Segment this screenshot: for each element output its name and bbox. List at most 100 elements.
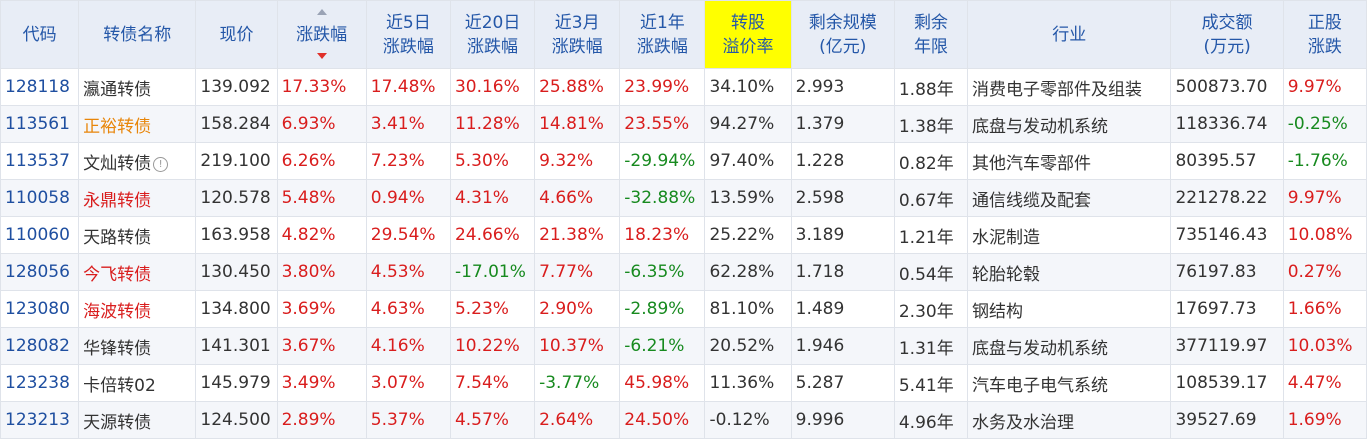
cell-change: 5.48% [276,179,367,217]
cell-change-20d: 10.22% [449,327,536,365]
table-row[interactable]: 123238 卡倍转02 145.979 3.49% 3.07% 7.54% -3.77% 4… [0,364,1367,402]
header-years[interactable]: 剩余 年限 [893,0,969,69]
header-industry[interactable]: 行业 [967,0,1172,69]
header-change-3m[interactable]: 近3月 涨跌幅 [534,0,621,69]
cell-scale: 1.489 [790,290,895,328]
cell-premium: 94.27% [704,105,792,143]
cell-change-1y: -32.88% [619,179,706,217]
cell-code[interactable]: 123213 [0,401,80,439]
bond-name-text[interactable]: 天源转债 [83,412,152,433]
sort-asc-icon[interactable] [316,8,327,15]
bond-name-text[interactable]: 卡倍转02 [83,375,156,396]
bond-name-text[interactable]: 华锋转债 [83,338,152,359]
bond-name-text[interactable]: 永鼎转债 [83,190,152,211]
cell-name[interactable]: 华锋转债 [78,327,197,365]
table-row[interactable]: 110060 天路转债 163.958 4.82% 29.54% 24.66% 21.38%… [0,216,1367,254]
cell-code[interactable]: 110058 [0,179,80,217]
cell-price: 120.578 [195,179,278,217]
cell-name[interactable]: 永鼎转债 [78,179,197,217]
cell-code[interactable]: 128118 [0,68,80,106]
bond-name-text[interactable]: 海波转债 [83,301,152,322]
cell-turnover: 80395.57 [1170,142,1284,180]
cell-industry: 底盘与发动机系统 [967,105,1172,143]
header-price[interactable]: 现价 [195,0,278,69]
cell-turnover: 17697.73 [1170,290,1284,328]
header-change-5d[interactable]: 近5日 涨跌幅 [365,0,451,69]
cell-change-20d: 4.57% [449,401,536,439]
bond-name-text[interactable]: 天路转债 [83,227,152,248]
cell-code[interactable]: 113561 [0,105,80,143]
table-row[interactable]: 128056 今飞转债 130.450 3.80% 4.53% -17.01% 7.77% -… [0,253,1367,291]
cell-change-1y: -6.21% [619,327,706,365]
header-premium[interactable]: 转股 溢价率 [704,0,792,69]
cell-price: 139.092 [195,68,278,106]
sort-desc-icon[interactable] [316,52,327,59]
cell-change-3m: 21.38% [534,216,621,254]
cell-industry: 消费电子零部件及组装 [967,68,1172,106]
cell-name[interactable]: 今飞转债 [78,253,197,291]
cell-turnover: 39527.69 [1170,401,1284,439]
table-row[interactable]: 110058 永鼎转债 120.578 5.48% 0.94% 4.31% 4.66% -32… [0,179,1367,217]
cell-premium: 34.10% [704,68,792,106]
bond-name-text[interactable]: 今飞转债 [83,264,152,285]
cell-name[interactable]: 海波转债 [78,290,197,328]
table-row[interactable]: 113537 文灿转债! 219.100 6.26% 7.23% 5.30% 9.32% -2… [0,142,1367,180]
table-row[interactable]: 128118 瀛通转债 139.092 17.33% 17.48% 30.16% 25.88… [0,68,1367,106]
cell-years: 0.54年 [893,253,969,291]
header-code[interactable]: 代码 [0,0,80,69]
cell-code[interactable]: 123080 [0,290,80,328]
cell-change-5d: 29.54% [365,216,451,254]
cell-scale: 1.379 [790,105,895,143]
cell-code[interactable]: 128082 [0,327,80,365]
cell-change: 2.89% [276,401,367,439]
cell-code[interactable]: 123238 [0,364,80,402]
cell-name[interactable]: 天路转债 [78,216,197,254]
cell-name[interactable]: 天源转债 [78,401,197,439]
cell-industry: 汽车电子电气系统 [967,364,1172,402]
bond-name-text[interactable]: 瀛通转债 [83,79,152,100]
cell-change-3m: 9.32% [534,142,621,180]
cell-years: 1.88年 [893,68,969,106]
cell-change-1y: 23.55% [619,105,706,143]
cell-change-20d: 5.23% [449,290,536,328]
cell-change-3m: 25.88% [534,68,621,106]
bond-name-text[interactable]: 文灿转债 [83,153,152,174]
bond-name-text[interactable]: 正裕转债 [83,116,152,137]
cell-name[interactable]: 卡倍转02 [78,364,197,402]
cell-years: 5.41年 [893,364,969,402]
header-name[interactable]: 转债名称 [78,0,197,69]
cell-premium: -0.12% [704,401,792,439]
header-scale[interactable]: 剩余规模 (亿元) [790,0,895,69]
cell-stock-change: 4.47% [1282,364,1367,402]
cell-stock-change: 10.08% [1282,216,1367,254]
cell-code[interactable]: 110060 [0,216,80,254]
cell-turnover: 377119.97 [1170,327,1284,365]
header-change-20d[interactable]: 近20日 涨跌幅 [449,0,536,69]
header-label-line1: 行业 [1052,24,1087,45]
table-row[interactable]: 128082 华锋转债 141.301 3.67% 4.16% 10.22% 10.37% -… [0,327,1367,365]
header-stock-change[interactable]: 正股 涨跌 [1282,0,1367,69]
table-row[interactable]: 123213 天源转债 124.500 2.89% 5.37% 4.57% 2.64% 24.… [0,401,1367,439]
header-label-line1: 近20日 [464,12,521,33]
cell-scale: 2.993 [790,68,895,106]
table-row[interactable]: 123080 海波转债 134.800 3.69% 4.63% 5.23% 2.90% -2.… [0,290,1367,328]
header-change-1y[interactable]: 近1年 涨跌幅 [619,0,706,69]
cell-code[interactable]: 128056 [0,253,80,291]
header-label-line2: (万元) [1203,36,1251,57]
header-change[interactable]: 涨跌幅 [276,0,367,69]
cell-stock-change: -0.25% [1282,105,1367,143]
cell-name[interactable]: 瀛通转债 [78,68,197,106]
cell-premium: 81.10% [704,290,792,328]
cell-change: 17.33% [276,68,367,106]
info-icon[interactable]: ! [153,156,169,172]
cell-name[interactable]: 文灿转债! [78,142,197,180]
header-turnover[interactable]: 成交额 (万元) [1170,0,1284,69]
cell-change-1y: -2.89% [619,290,706,328]
cell-change-20d: 24.66% [449,216,536,254]
cell-change-20d: 11.28% [449,105,536,143]
table-row[interactable]: 113561 正裕转债 158.284 6.93% 3.41% 11.28% 14.81% 2… [0,105,1367,143]
cell-change: 6.26% [276,142,367,180]
cell-name[interactable]: 正裕转债 [78,105,197,143]
cell-scale: 9.996 [790,401,895,439]
cell-code[interactable]: 113537 [0,142,80,180]
